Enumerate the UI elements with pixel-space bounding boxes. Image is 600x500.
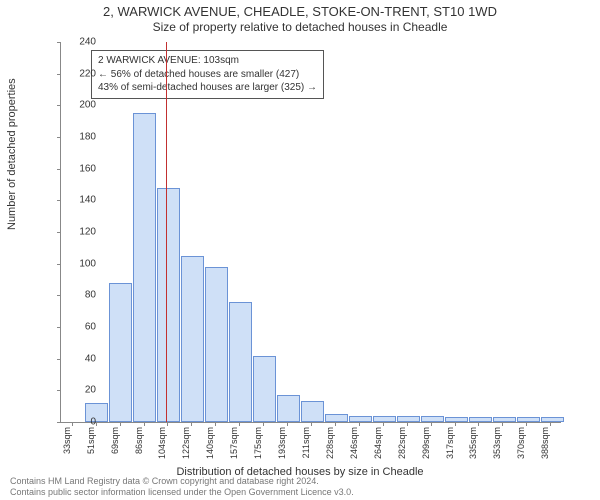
y-tick-label: 180: [66, 132, 96, 143]
histogram-bar: [109, 283, 132, 422]
x-tick-label: 69sqm: [110, 427, 120, 454]
x-tick-label: 211sqm: [301, 427, 311, 458]
histogram-bar: [205, 267, 228, 422]
x-tick-label: 370sqm: [516, 427, 526, 459]
histogram-bar: [301, 401, 324, 422]
x-tick-label: 122sqm: [181, 427, 191, 459]
reference-line: [166, 42, 167, 422]
y-tick-mark: [57, 264, 61, 265]
y-tick-label: 240: [66, 37, 96, 48]
histogram-bar: [469, 417, 492, 422]
histogram-bar: [349, 416, 372, 422]
x-tick-label: 193sqm: [277, 427, 287, 459]
x-tick-label: 246sqm: [349, 427, 359, 459]
y-tick-mark: [57, 42, 61, 43]
histogram-bar: [277, 395, 300, 422]
annotation-line-3: 43% of semi-detached houses are larger (…: [98, 81, 317, 95]
x-tick-mark: [455, 422, 456, 426]
y-tick-mark: [57, 390, 61, 391]
y-axis-label: Number of detached properties: [6, 78, 18, 230]
annotation-line-1: 2 WARWICK AVENUE: 103sqm: [98, 54, 317, 68]
y-tick-mark: [57, 74, 61, 75]
y-tick-label: 140: [66, 195, 96, 206]
chart-container: 2, WARWICK AVENUE, CHEADLE, STOKE-ON-TRE…: [0, 0, 600, 500]
x-tick-mark: [407, 422, 408, 426]
footer-line-1: Contains HM Land Registry data © Crown c…: [10, 476, 354, 487]
y-tick-label: 40: [66, 353, 96, 364]
x-tick-mark: [335, 422, 336, 426]
y-tick-label: 200: [66, 100, 96, 111]
histogram-bar: [133, 113, 156, 422]
y-tick-label: 60: [66, 322, 96, 333]
x-tick-label: 104sqm: [157, 427, 167, 459]
x-tick-mark: [478, 422, 479, 426]
histogram-bar: [541, 417, 564, 422]
y-tick-label: 120: [66, 227, 96, 238]
x-tick-label: 86sqm: [134, 427, 144, 454]
x-tick-label: 335sqm: [468, 427, 478, 459]
histogram-bar: [253, 356, 276, 423]
y-tick-label: 20: [66, 385, 96, 396]
sub-title: Size of property relative to detached ho…: [0, 19, 600, 34]
x-tick-mark: [311, 422, 312, 426]
main-title: 2, WARWICK AVENUE, CHEADLE, STOKE-ON-TRE…: [0, 0, 600, 19]
y-tick-mark: [57, 295, 61, 296]
y-tick-mark: [57, 232, 61, 233]
y-tick-label: 0: [66, 417, 96, 428]
histogram-bar: [493, 417, 516, 422]
y-tick-label: 220: [66, 68, 96, 79]
y-tick-mark: [57, 327, 61, 328]
annotation-line-2: ← 56% of detached houses are smaller (42…: [98, 68, 317, 82]
x-tick-mark: [287, 422, 288, 426]
x-tick-mark: [359, 422, 360, 426]
y-tick-mark: [57, 137, 61, 138]
y-tick-mark: [57, 169, 61, 170]
y-tick-mark: [57, 105, 61, 106]
x-tick-label: 299sqm: [421, 427, 431, 459]
histogram-bar: [229, 302, 252, 422]
x-tick-mark: [502, 422, 503, 426]
histogram-bar: [445, 417, 468, 422]
x-tick-mark: [215, 422, 216, 426]
x-tick-label: 353sqm: [492, 427, 502, 459]
x-tick-label: 264sqm: [373, 427, 383, 459]
x-tick-label: 317sqm: [445, 427, 455, 459]
y-tick-label: 80: [66, 290, 96, 301]
y-tick-mark: [57, 422, 61, 423]
x-tick-label: 140sqm: [205, 427, 215, 459]
y-tick-label: 100: [66, 258, 96, 269]
x-tick-label: 282sqm: [397, 427, 407, 459]
histogram-bar: [421, 416, 444, 422]
attribution-footer: Contains HM Land Registry data © Crown c…: [10, 476, 354, 498]
histogram-bar: [325, 414, 348, 422]
histogram-bar: [397, 416, 420, 422]
histogram-bar: [181, 256, 204, 422]
x-tick-mark: [383, 422, 384, 426]
y-tick-mark: [57, 359, 61, 360]
x-tick-mark: [550, 422, 551, 426]
histogram-bar: [157, 188, 180, 422]
x-tick-label: 33sqm: [62, 427, 72, 454]
x-tick-mark: [239, 422, 240, 426]
x-tick-label: 175sqm: [253, 427, 263, 459]
x-tick-label: 157sqm: [229, 427, 239, 459]
x-tick-mark: [431, 422, 432, 426]
y-tick-label: 160: [66, 163, 96, 174]
x-tick-label: 51sqm: [86, 427, 96, 454]
x-tick-mark: [167, 422, 168, 426]
x-tick-mark: [120, 422, 121, 426]
x-tick-mark: [144, 422, 145, 426]
x-tick-label: 388sqm: [540, 427, 550, 459]
histogram-bar: [517, 417, 540, 422]
x-tick-mark: [263, 422, 264, 426]
y-tick-mark: [57, 200, 61, 201]
x-tick-label: 228sqm: [325, 427, 335, 459]
footer-line-2: Contains public sector information licen…: [10, 487, 354, 498]
x-tick-mark: [191, 422, 192, 426]
plot-area: 2 WARWICK AVENUE: 103sqm ← 56% of detach…: [60, 42, 561, 423]
histogram-bar: [373, 416, 396, 422]
annotation-box: 2 WARWICK AVENUE: 103sqm ← 56% of detach…: [91, 50, 324, 99]
x-tick-mark: [526, 422, 527, 426]
